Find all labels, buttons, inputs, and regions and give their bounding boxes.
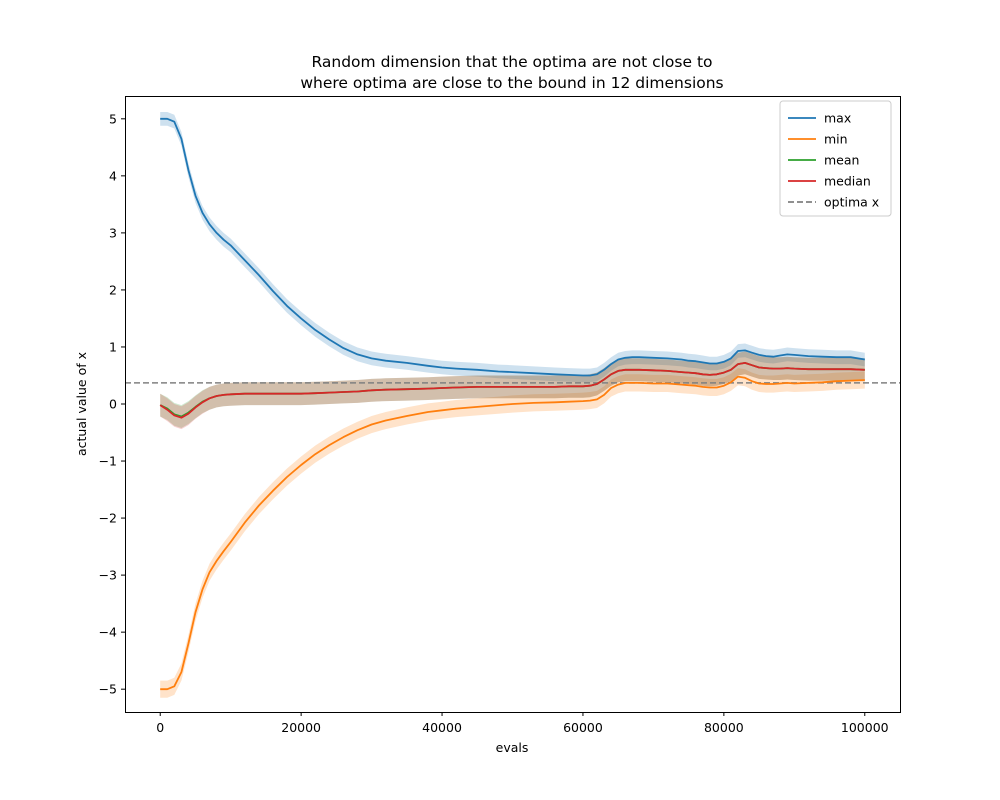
- band-mean: [160, 351, 865, 428]
- legend: max min mean median optima x: [779, 100, 892, 217]
- x-axis-label: evals: [496, 740, 529, 755]
- x-tick-label: 60000: [563, 720, 603, 735]
- y-tick-label: −5: [99, 682, 117, 697]
- plot-frame: [125, 96, 901, 713]
- legend-label: min: [824, 132, 848, 147]
- x-tick-label: 0: [156, 720, 164, 735]
- y-tick-label: 4: [109, 168, 117, 183]
- x-tick-label: 100000: [841, 720, 889, 735]
- band-max: [160, 112, 865, 383]
- title-line-2: where optima are close to the bound in 1…: [300, 74, 723, 92]
- y-tick-label: 2: [109, 282, 117, 297]
- y-tick-label: −1: [99, 454, 117, 469]
- chart-title: Random dimension that the optima are not…: [300, 53, 723, 92]
- band-median: [160, 351, 865, 430]
- legend-label: median: [824, 174, 871, 189]
- legend-box: [779, 100, 892, 217]
- y-tick-label: 5: [109, 111, 117, 126]
- series-lines: [159, 117, 865, 691]
- y-tick-label: −4: [99, 625, 117, 640]
- x-tick-label: 40000: [422, 720, 462, 735]
- y-tick-label: −3: [99, 568, 117, 583]
- series-line-median: [159, 361, 865, 419]
- x-tick-label: 20000: [281, 720, 321, 735]
- x-axis-ticks: 0 20000 40000 60000 80000 100000: [156, 712, 889, 735]
- title-line-1: Random dimension that the optima are not…: [311, 53, 712, 71]
- band-min: [160, 368, 865, 698]
- y-axis-ticks: −5 −4 −3 −2 −1 0 1 2 3 4 5: [99, 111, 125, 697]
- x-tick-label: 80000: [704, 720, 744, 735]
- y-tick-label: 3: [109, 225, 117, 240]
- legend-label: mean: [824, 153, 859, 168]
- y-axis-label: actual value of x: [74, 352, 89, 456]
- y-tick-label: −2: [99, 511, 117, 526]
- y-tick-label: 1: [109, 339, 117, 354]
- legend-label: max: [824, 111, 851, 126]
- legend-label: optima x: [824, 195, 879, 210]
- y-tick-label: 0: [109, 397, 117, 412]
- series-line-max: [160, 117, 865, 377]
- series-line-min: [160, 375, 865, 691]
